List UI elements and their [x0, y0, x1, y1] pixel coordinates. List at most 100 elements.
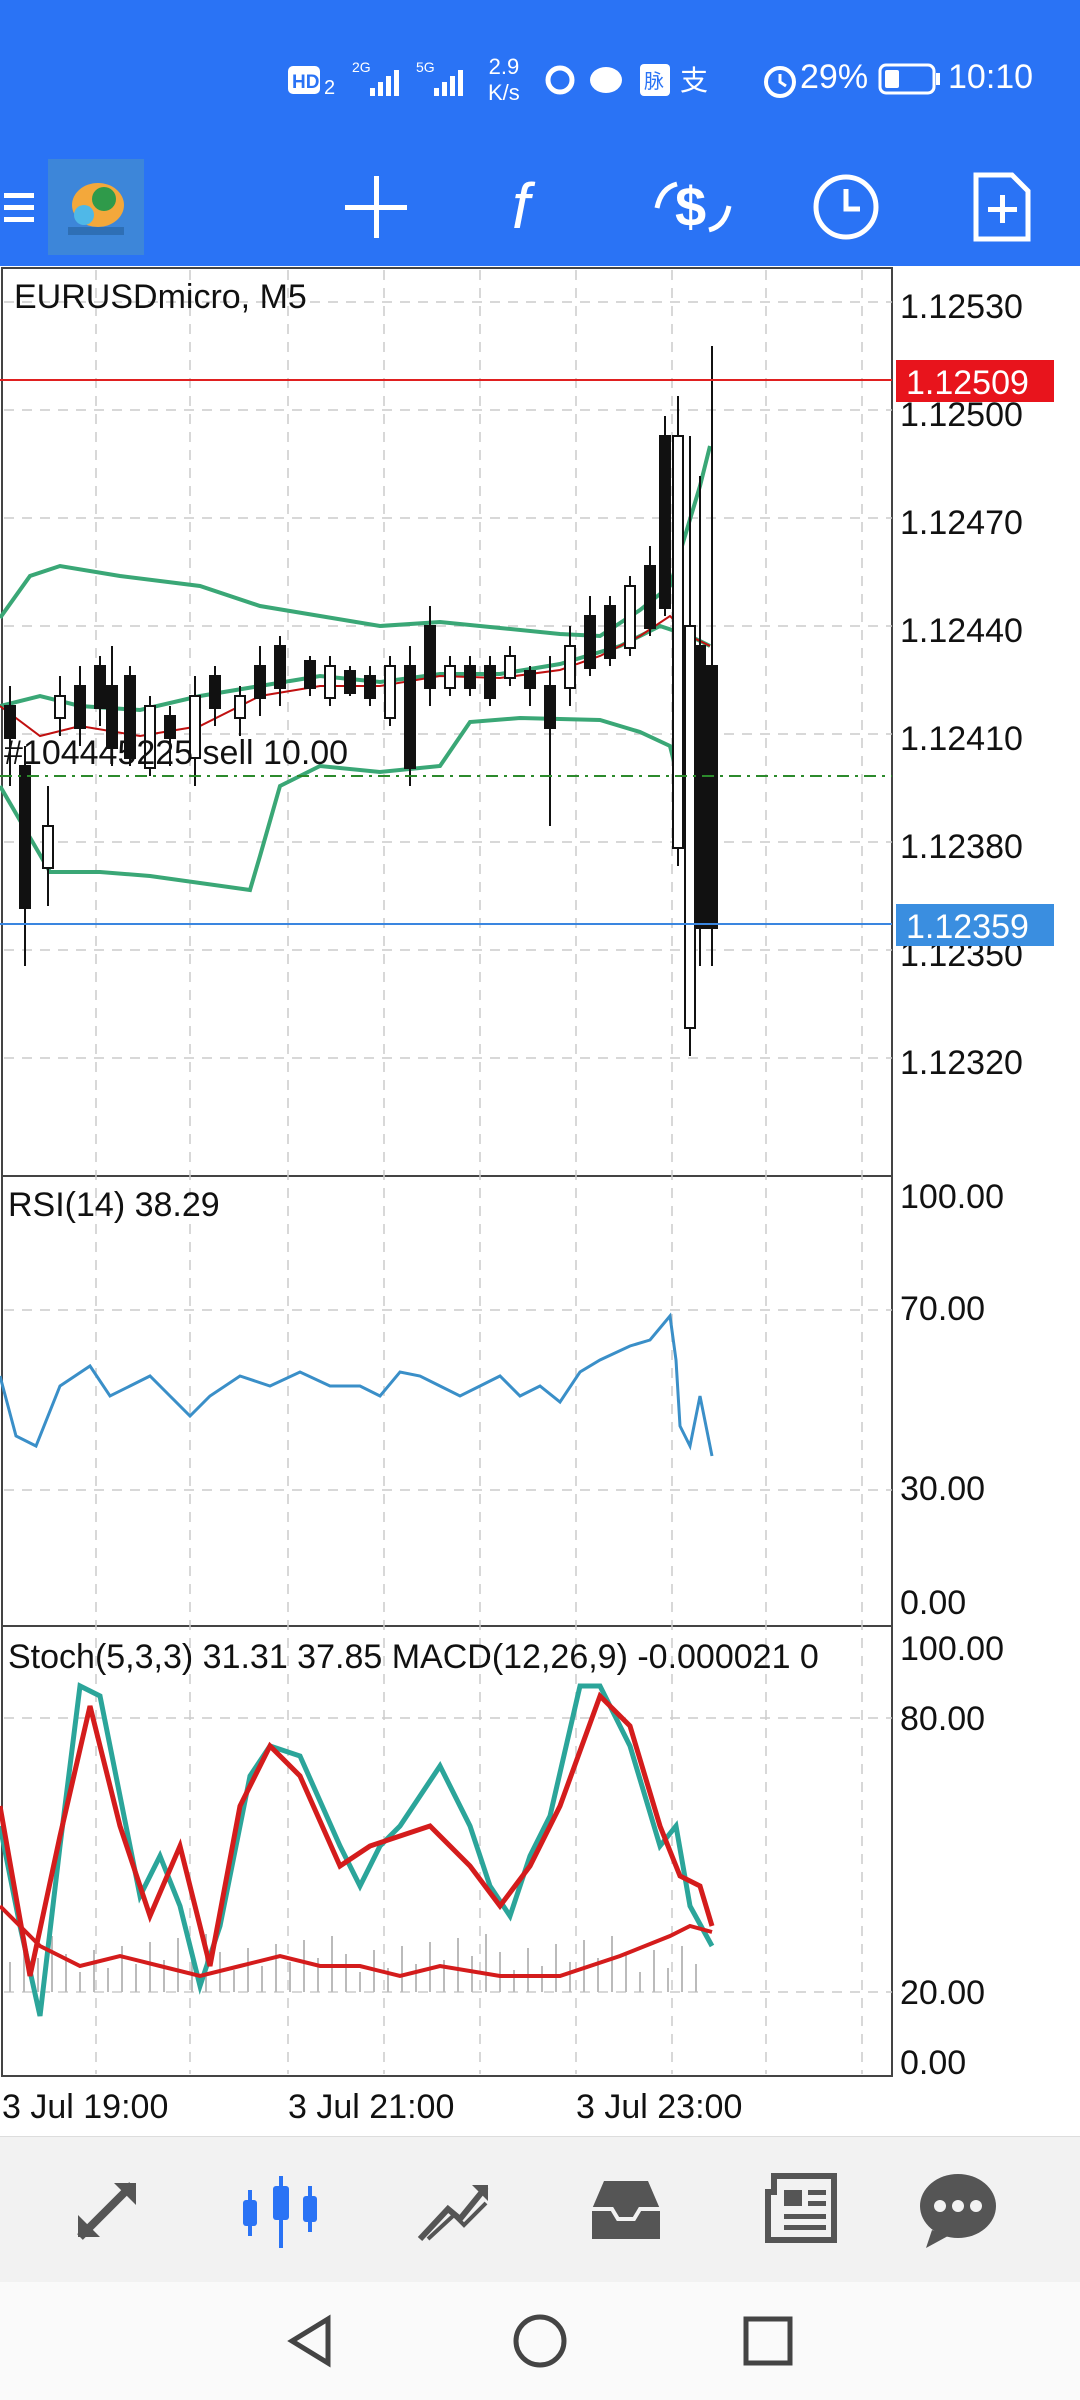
home-icon[interactable] [480, 2282, 600, 2400]
chart-grid [4, 270, 892, 2074]
candle-body [644, 565, 656, 629]
candle-body [504, 655, 516, 679]
candle-body [54, 695, 66, 719]
bid-price-badge [896, 360, 1054, 402]
charts-icon[interactable] [212, 2137, 352, 2283]
app-logo-icon[interactable] [48, 148, 144, 266]
messages-icon[interactable] [888, 2137, 1028, 2283]
price-tick: 1.12410 [900, 720, 1023, 758]
svg-text:2G: 2G [352, 59, 371, 75]
price-tick: 1.12440 [900, 612, 1023, 650]
rsi-axis: 100.00 70.00 30.00 0.00 [900, 1178, 1004, 1622]
candle-body [164, 715, 176, 739]
candle-body [254, 665, 266, 699]
battery-icon [878, 62, 942, 101]
candle-body [364, 675, 376, 699]
price-series [0, 346, 718, 2017]
rsi-tick: 0.00 [900, 1584, 966, 1622]
ask-price-badge [896, 904, 1054, 946]
candle-body [464, 665, 476, 689]
candle-body [189, 695, 201, 759]
bollinger-lower [0, 715, 710, 893]
candle-body [694, 645, 706, 929]
price-tick: 1.12530 [900, 288, 1023, 326]
news-icon[interactable] [730, 2137, 870, 2283]
hd-signal-icon: HD 2 [288, 64, 344, 103]
battery-percent: 29% [800, 58, 869, 96]
stoch-main-line [0, 1682, 715, 2017]
back-icon[interactable] [250, 2282, 370, 2400]
time-tick: 3 Jul 19:00 [2, 2088, 168, 2126]
history-icon[interactable] [556, 2137, 696, 2283]
candle-body [124, 675, 136, 759]
stoch-signal-line [0, 1691, 715, 1977]
candle-body [19, 765, 31, 909]
macd-signal-line [0, 1904, 713, 1979]
bid-price-value: 1.12509 [906, 364, 1029, 402]
rsi-tick: 30.00 [900, 1470, 985, 1508]
crosshair-icon[interactable] [336, 148, 416, 266]
recents-icon[interactable] [708, 2282, 828, 2400]
stoch-axis: 100.00 80.00 20.00 0.00 [900, 1630, 1004, 2082]
net-speed: 2.9 K/s [488, 54, 520, 105]
price-tick: 1.12320 [900, 1044, 1023, 1082]
ask-price-value: 1.12359 [906, 908, 1029, 946]
time-tick: 3 Jul 23:00 [576, 2088, 742, 2126]
time-axis: 3 Jul 19:00 3 Jul 21:00 3 Jul 23:00 [2, 2088, 742, 2126]
svg-text:5G: 5G [416, 59, 435, 75]
menu-icon[interactable] [0, 148, 40, 266]
signal-4g-icon: 2G [352, 58, 412, 105]
rsi-panel-border [1, 1175, 893, 1627]
candle-body [706, 665, 718, 929]
price-tick: 1.12470 [900, 504, 1023, 542]
chart-area[interactable]: EURUSDmicro, M5 #104445225 sell 10.00 1.… [0, 266, 1080, 2136]
rsi-tick: 70.00 [900, 1290, 985, 1328]
stoch-macd-label: Stoch(5,3,3) 31.31 37.85 MACD(12,26,9) -… [8, 1638, 819, 1676]
trade-nav-icon[interactable] [384, 2137, 524, 2283]
chart-toolbar: f $ [0, 148, 1080, 266]
symbol-label: EURUSDmicro, M5 [14, 278, 307, 316]
price-axis: 1.12530 1.12500 1.12470 1.12440 1.12410 … [900, 288, 1023, 1082]
svg-text:支: 支 [680, 65, 708, 96]
candle-body [384, 665, 396, 719]
bottom-nav [0, 2136, 1080, 2283]
order-line-label: #104445225 sell 10.00 [4, 734, 348, 772]
candle-body [484, 665, 496, 699]
candle-body [564, 645, 576, 689]
alarm-icon [760, 60, 800, 105]
candle-body [584, 615, 596, 669]
add-document-icon[interactable] [960, 148, 1044, 266]
candle-body [94, 665, 106, 709]
candle-body [106, 685, 118, 749]
candle-body [684, 625, 696, 1029]
svg-text:f: f [512, 172, 536, 242]
rsi-label: RSI(14) 38.29 [8, 1186, 220, 1224]
rsi-line [0, 1312, 714, 1457]
candle-body [4, 705, 16, 739]
bollinger-upper [0, 445, 712, 639]
candle-body [234, 695, 246, 719]
candle-body [304, 660, 316, 689]
svg-text:脉: 脉 [644, 70, 664, 93]
candle-body [209, 675, 221, 709]
notification-icons: 脉支 [540, 60, 720, 105]
svg-text:HD: HD [292, 72, 319, 93]
candle-body [74, 685, 86, 729]
candle-body [544, 685, 556, 729]
candle-body [144, 705, 156, 769]
svg-text:2: 2 [324, 77, 335, 98]
stoch-tick: 0.00 [900, 2044, 966, 2082]
signal-5g-icon: 5G [416, 58, 476, 105]
candle-body [274, 645, 286, 689]
candle-body [344, 670, 356, 694]
candle-body [672, 435, 684, 849]
candle-body [424, 625, 436, 689]
price-tick: 1.12380 [900, 828, 1023, 866]
stoch-tick: 100.00 [900, 1630, 1004, 1668]
function-icon[interactable]: f [492, 148, 572, 266]
trade-icon[interactable]: $ [648, 148, 738, 266]
rsi-tick: 100.00 [900, 1178, 1004, 1216]
clock-icon[interactable] [804, 148, 888, 266]
status-bar: HD 2 2G 5G 2.9 K/s 脉支 29% 10:10 [0, 0, 1080, 148]
quotes-icon[interactable] [40, 2137, 180, 2283]
